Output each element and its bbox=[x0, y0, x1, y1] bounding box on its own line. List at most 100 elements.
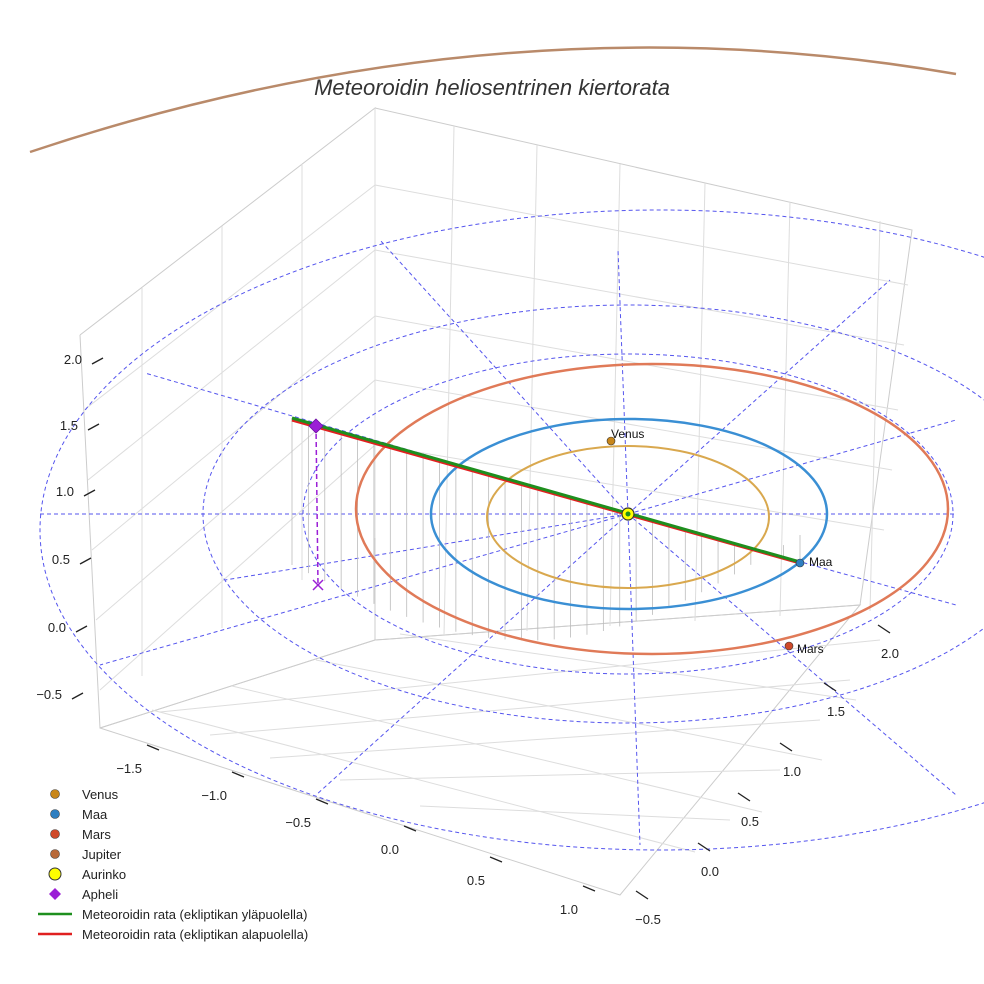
y-tick bbox=[635, 890, 649, 900]
grid-line bbox=[869, 220, 881, 612]
x-tick bbox=[582, 885, 596, 892]
grid-line bbox=[339, 769, 781, 781]
grid-line bbox=[87, 249, 376, 481]
aphelion-marker bbox=[308, 418, 324, 434]
legend-item: Venus bbox=[36, 784, 308, 804]
sun-core bbox=[625, 511, 631, 517]
z-tick bbox=[71, 692, 84, 700]
x-tick-label: −1.0 bbox=[201, 788, 227, 803]
legend: Venus Maa Mars Jupiter Aurinko Apheli Meteoroi… bbox=[36, 784, 308, 944]
grid-line bbox=[95, 379, 376, 621]
grid-lines bbox=[83, 108, 909, 853]
grid-line bbox=[91, 315, 376, 551]
grid-line bbox=[694, 182, 706, 622]
legend-marker-icon bbox=[36, 884, 74, 904]
z-tick-label: 1.5 bbox=[60, 418, 78, 433]
y-tick-label: 0.5 bbox=[741, 814, 759, 829]
chart-title: Meteoroidin heliosentrinen kiertorata bbox=[314, 75, 670, 100]
z-tick-label: 2.0 bbox=[64, 352, 82, 367]
meteoroid-drop-lines bbox=[291, 418, 801, 641]
axis-tick-labels: −0.5 0.0 0.5 1.0 1.5 2.0 −1.5 −1.0 −0.5 0.0 0.5 1.0… bbox=[36, 352, 899, 927]
legend-marker-icon bbox=[36, 804, 74, 824]
axis-ticks bbox=[71, 357, 891, 900]
legend-item: Apheli bbox=[36, 884, 308, 904]
z-tick-label: 0.0 bbox=[48, 620, 66, 635]
z-tick-label: 0.5 bbox=[52, 552, 70, 567]
y-tick bbox=[877, 624, 891, 634]
grid-line bbox=[269, 719, 821, 759]
legend-label: Meteoroidin rata (ekliptikan yläpuolella… bbox=[82, 906, 308, 922]
x-tick-label: −1.5 bbox=[116, 761, 142, 776]
legend-item: Maa bbox=[36, 804, 308, 824]
z-tick bbox=[75, 625, 88, 633]
legend-line-swatch bbox=[36, 904, 74, 924]
reference-spoke bbox=[379, 239, 629, 515]
reference-spoke bbox=[627, 513, 957, 796]
meteoroid-orbit-above bbox=[291, 416, 801, 564]
x-tick-label: 1.0 bbox=[560, 902, 578, 917]
earth-marker bbox=[795, 558, 805, 568]
z-tick bbox=[91, 357, 104, 365]
legend-label: Maa bbox=[82, 806, 108, 822]
legend-label: Venus bbox=[82, 786, 119, 802]
venus-label: Venus bbox=[611, 427, 644, 441]
mars-orbit bbox=[354, 362, 950, 656]
earth-orbit bbox=[429, 417, 829, 611]
grid-line bbox=[419, 805, 731, 821]
legend-marker-icon bbox=[36, 844, 74, 864]
jupiter-orbit-arc bbox=[29, 46, 957, 154]
legend-label: Jupiter bbox=[82, 846, 122, 862]
venus-marker bbox=[606, 436, 616, 446]
z-tick-label: 1.0 bbox=[56, 484, 74, 499]
legend-line-swatch bbox=[36, 924, 74, 944]
z-tick-label: −0.5 bbox=[36, 687, 62, 702]
y-tick-label: 1.0 bbox=[783, 764, 801, 779]
y-tick-label: 1.5 bbox=[827, 704, 845, 719]
reference-spoke bbox=[627, 513, 641, 846]
reference-spoke bbox=[224, 513, 629, 581]
x-tick bbox=[489, 856, 503, 863]
z-tick bbox=[83, 489, 96, 497]
grid-line bbox=[231, 685, 763, 813]
legend-item: Jupiter bbox=[36, 844, 308, 864]
y-tick-label: 2.0 bbox=[881, 646, 899, 661]
grid-line bbox=[374, 444, 885, 531]
grid-line bbox=[374, 184, 909, 286]
reference-spoke bbox=[617, 249, 629, 515]
grid-line bbox=[315, 659, 823, 761]
grid-line bbox=[83, 184, 376, 411]
reference-ellipse bbox=[39, 209, 984, 851]
legend-marker-icon bbox=[36, 864, 74, 884]
aphelion-projection-cross bbox=[312, 579, 324, 591]
grid-line bbox=[443, 125, 455, 637]
grid-line bbox=[151, 709, 696, 853]
y-tick-label: 0.0 bbox=[701, 864, 719, 879]
mars-label: Mars bbox=[797, 642, 824, 656]
reference-spoke bbox=[99, 513, 629, 666]
reference-spoke bbox=[627, 279, 891, 515]
grid-line bbox=[99, 444, 376, 691]
y-tick bbox=[697, 842, 711, 852]
legend-marker-icon bbox=[36, 824, 74, 844]
legend-item: Meteoroidin rata (ekliptikan yläpuolella… bbox=[36, 904, 308, 924]
x-tick bbox=[403, 825, 417, 832]
mars-marker bbox=[784, 641, 794, 651]
z-tick bbox=[87, 423, 100, 431]
legend-label: Meteoroidin rata (ekliptikan alapuolella… bbox=[82, 926, 309, 942]
grid-line bbox=[399, 633, 857, 701]
x-tick-label: −0.5 bbox=[285, 815, 311, 830]
y-tick-label: −0.5 bbox=[635, 912, 661, 927]
grid-line bbox=[374, 249, 905, 346]
grid-line bbox=[526, 144, 538, 632]
grid-line bbox=[609, 163, 621, 627]
legend-item: Meteoroidin rata (ekliptikan alapuolella… bbox=[36, 924, 308, 944]
legend-item: Mars bbox=[36, 824, 308, 844]
earth-label: Maa bbox=[809, 555, 833, 569]
grid-line bbox=[159, 639, 881, 713]
y-tick bbox=[823, 682, 837, 692]
reference-spoke bbox=[627, 419, 957, 515]
legend-item: Aurinko bbox=[36, 864, 308, 884]
plot-box bbox=[79, 106, 913, 896]
x-tick-label: 0.0 bbox=[381, 842, 399, 857]
